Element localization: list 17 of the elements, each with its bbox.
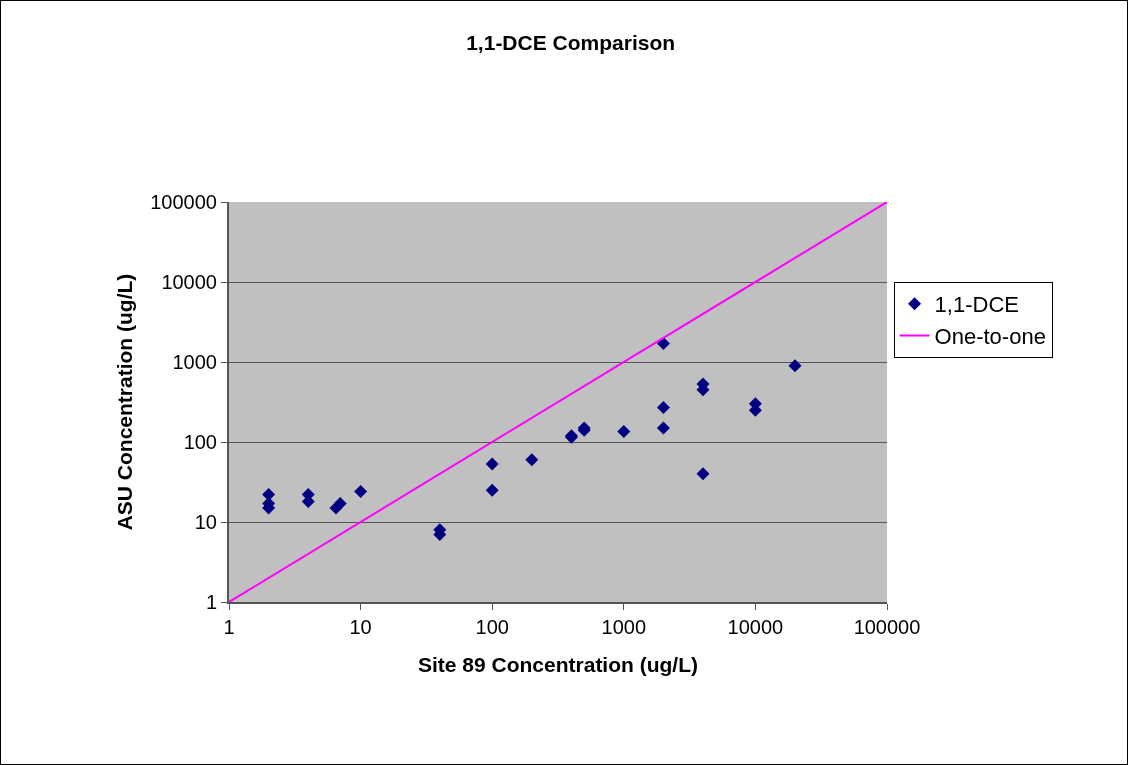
- x-axis-title: Site 89 Concentration (ug/L): [417, 652, 699, 676]
- y-tick-label: 10000: [161, 271, 217, 293]
- y-tick-label: 1: [205, 591, 217, 613]
- x-tick-label: 10: [349, 616, 372, 638]
- y-tick-label: 10: [194, 511, 217, 533]
- y-tick-label: 100: [183, 431, 217, 453]
- x-tick-label: 10000: [727, 616, 784, 638]
- legend-label: 1,1-DCE: [934, 292, 1019, 318]
- y-axis-title: ASU Concentration (ug/L): [112, 273, 136, 531]
- x-tick-label: 1: [223, 616, 235, 638]
- legend-label: One-to-one: [934, 323, 1046, 349]
- y-tick-label: 1000: [172, 351, 217, 373]
- x-tick-label: 1000: [601, 616, 647, 638]
- chart-title: 1,1-DCE Comparison: [466, 31, 676, 55]
- x-tick-label: 100000: [853, 616, 921, 638]
- x-tick-label: 100: [475, 616, 509, 638]
- y-tick-label: 100000: [150, 191, 217, 213]
